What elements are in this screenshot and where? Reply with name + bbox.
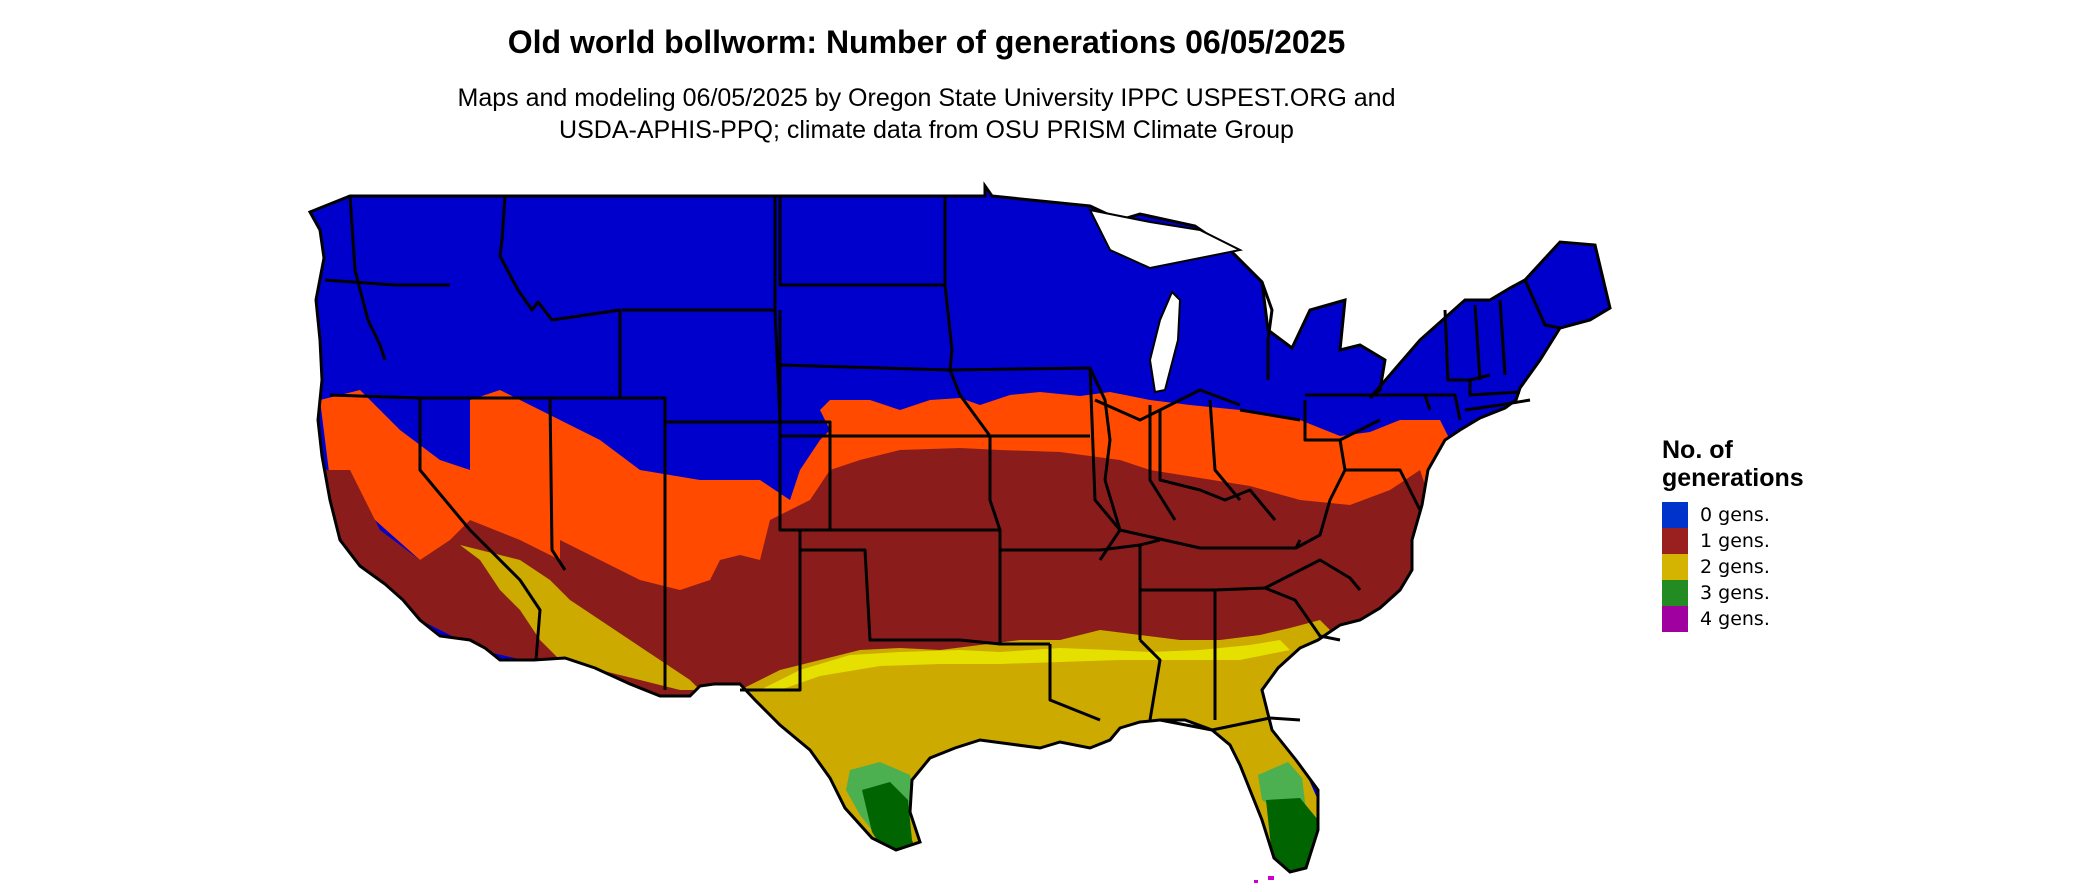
legend-swatch xyxy=(1662,606,1688,632)
legend-label: 4 gens. xyxy=(1700,608,1770,630)
zone-2-gens-high xyxy=(760,640,1290,690)
legend-label: 0 gens. xyxy=(1700,504,1770,526)
legend-item: 1 gens. xyxy=(1662,528,1804,554)
legend-item: 3 gens. xyxy=(1662,580,1804,606)
legend-label: 1 gens. xyxy=(1700,530,1770,552)
legend-item: 0 gens. xyxy=(1662,502,1804,528)
legend-swatch xyxy=(1662,528,1688,554)
legend-item: 4 gens. xyxy=(1662,606,1804,632)
state-borders xyxy=(324,195,1561,732)
subtitle-line-2: USDA-APHIS-PPQ; climate data from OSU PR… xyxy=(559,116,1294,144)
zone-4-gens-keys-2 xyxy=(1254,880,1258,883)
zone-3-gens-texas-core xyxy=(862,782,920,860)
legend-entries: 0 gens. 1 gens. 2 gens. 3 gens. 4 gens. xyxy=(1662,502,1804,632)
legend: No. of generations 0 gens. 1 gens. 2 gens.… xyxy=(1662,436,1804,632)
zone-4-gens-keys xyxy=(1268,876,1274,880)
legend-label: 2 gens. xyxy=(1700,556,1770,578)
legend-title-line-2: generations xyxy=(1662,464,1804,492)
subtitle-line-1: Maps and modeling 06/05/2025 by Oregon S… xyxy=(457,84,1396,112)
legend-title: No. of generations xyxy=(1662,436,1804,492)
great-lakes xyxy=(1088,208,1244,394)
legend-item: 2 gens. xyxy=(1662,554,1804,580)
legend-swatch xyxy=(1662,502,1688,528)
legend-title-line-1: No. of xyxy=(1662,436,1733,464)
legend-swatch xyxy=(1662,580,1688,606)
map-title: Old world bollworm: Number of generation… xyxy=(507,24,1346,60)
lake-superior xyxy=(1088,208,1244,270)
zone-3-gens-florida-core xyxy=(1266,798,1318,872)
legend-swatch xyxy=(1662,554,1688,580)
map-subtitle: Maps and modeling 06/05/2025 by Oregon S… xyxy=(0,82,1853,146)
legend-label: 3 gens. xyxy=(1700,582,1770,604)
lake-michigan xyxy=(1148,290,1182,394)
